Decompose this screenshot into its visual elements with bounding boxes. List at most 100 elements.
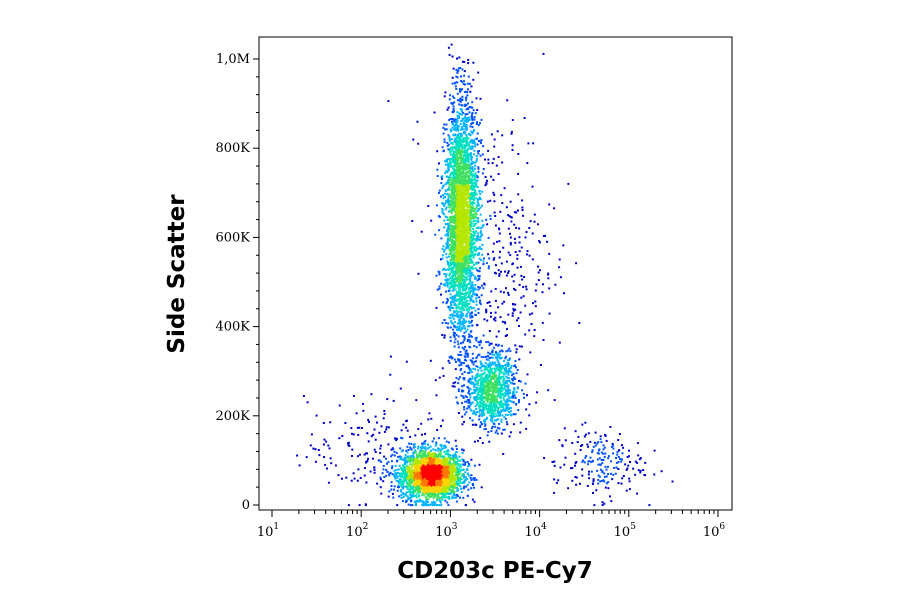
event-dot bbox=[429, 472, 432, 475]
event-dot bbox=[443, 138, 446, 141]
event-dot bbox=[480, 486, 483, 489]
event-dot bbox=[461, 415, 464, 418]
event-dot bbox=[455, 455, 458, 458]
event-dot bbox=[451, 297, 454, 300]
event-dot bbox=[425, 481, 428, 484]
event-dot bbox=[443, 463, 446, 466]
event-dot bbox=[467, 102, 469, 105]
event-dot bbox=[470, 260, 473, 263]
event-dot bbox=[447, 162, 450, 165]
event-dot bbox=[446, 182, 449, 185]
event-dot bbox=[422, 455, 425, 458]
event-dot bbox=[475, 222, 478, 225]
event-dot bbox=[442, 494, 445, 497]
event-dot bbox=[466, 107, 469, 110]
event-dot bbox=[456, 155, 459, 158]
event-dot bbox=[464, 247, 467, 250]
event-dot bbox=[457, 253, 460, 256]
event-dot bbox=[450, 281, 453, 284]
event-dot bbox=[460, 258, 463, 261]
event-dot bbox=[408, 472, 411, 475]
event-dot bbox=[452, 150, 455, 153]
event-dot bbox=[469, 341, 472, 344]
event-dot bbox=[455, 254, 458, 257]
event-dot bbox=[427, 464, 430, 466]
event-dot bbox=[474, 293, 477, 295]
event-dot bbox=[400, 472, 403, 475]
event-dot bbox=[466, 469, 469, 471]
event-dot bbox=[445, 206, 448, 209]
event-dot bbox=[400, 467, 403, 470]
event-dot bbox=[418, 500, 421, 503]
event-dot bbox=[461, 144, 464, 147]
event-dot bbox=[450, 161, 453, 164]
event-dot bbox=[456, 175, 458, 178]
event-dot bbox=[449, 118, 452, 120]
event-dot bbox=[463, 184, 466, 187]
event-dot bbox=[468, 345, 471, 348]
event-dot bbox=[412, 451, 415, 454]
event-dot bbox=[431, 501, 434, 504]
event-dot bbox=[425, 502, 428, 505]
event-dot bbox=[454, 485, 457, 487]
event-dot bbox=[398, 464, 401, 467]
event-dot bbox=[454, 210, 457, 213]
event-dot bbox=[470, 487, 473, 490]
event-dot bbox=[450, 141, 453, 144]
event-dot bbox=[414, 451, 417, 454]
event-dot bbox=[443, 496, 446, 499]
event-dot bbox=[403, 480, 406, 482]
event-dot bbox=[471, 166, 474, 168]
event-dot bbox=[412, 489, 415, 492]
event-dot bbox=[452, 494, 455, 497]
event-dot bbox=[407, 449, 410, 451]
event-dot bbox=[465, 305, 468, 308]
event-dot bbox=[436, 497, 439, 500]
event-dot bbox=[470, 216, 473, 219]
event-dot bbox=[472, 230, 475, 233]
event-dot bbox=[428, 492, 431, 495]
event-dot bbox=[465, 197, 468, 199]
event-dot bbox=[414, 467, 417, 470]
event-dot bbox=[455, 143, 458, 146]
event-dot bbox=[451, 307, 454, 309]
event-dot bbox=[412, 457, 415, 460]
event-dot bbox=[478, 246, 481, 248]
event-dot bbox=[455, 448, 458, 450]
event-dot bbox=[459, 296, 462, 299]
event-dot bbox=[443, 319, 446, 322]
event-dot bbox=[461, 237, 464, 240]
event-dot bbox=[410, 469, 413, 472]
event-dot bbox=[470, 161, 473, 164]
event-dot bbox=[416, 458, 419, 461]
event-dot bbox=[459, 342, 462, 345]
event-dot bbox=[465, 124, 468, 126]
event-dot bbox=[450, 447, 453, 450]
event-dot bbox=[448, 471, 450, 474]
event-dot bbox=[458, 470, 461, 473]
event-dot bbox=[408, 468, 411, 471]
event-dot bbox=[474, 267, 477, 270]
event-dot bbox=[385, 468, 388, 471]
event-dot bbox=[419, 465, 422, 468]
event-dot bbox=[459, 219, 461, 222]
event-dot bbox=[458, 209, 461, 212]
event-dot bbox=[469, 277, 472, 280]
event-dot bbox=[454, 159, 457, 162]
event-dot bbox=[459, 278, 462, 281]
event-dot bbox=[481, 243, 484, 246]
event-dot bbox=[429, 457, 432, 459]
event-dot bbox=[441, 460, 444, 463]
event-dot bbox=[444, 477, 447, 480]
event-dot bbox=[466, 214, 469, 217]
event-dot bbox=[446, 282, 449, 285]
event-dot bbox=[433, 485, 436, 488]
event-dot bbox=[403, 459, 406, 461]
event-dot bbox=[416, 460, 419, 462]
event-dot bbox=[449, 128, 452, 131]
event-dot bbox=[416, 475, 418, 478]
event-dot bbox=[449, 458, 452, 461]
event-dot bbox=[434, 491, 437, 494]
event-dot bbox=[399, 490, 402, 493]
event-dot bbox=[426, 459, 429, 462]
